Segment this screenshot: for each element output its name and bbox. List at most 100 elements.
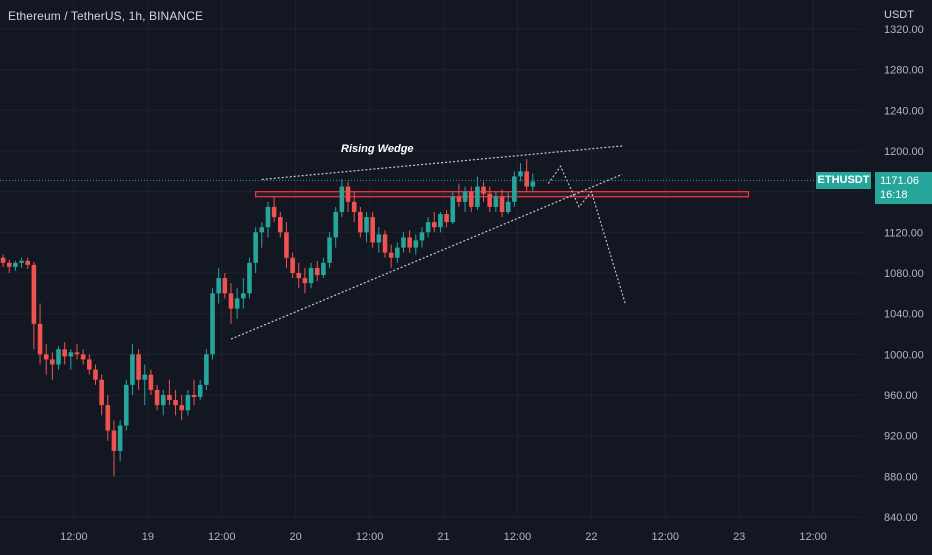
candle-body: [382, 234, 388, 253]
candle-body: [493, 196, 499, 207]
candle: [13, 260, 18, 271]
x-tick-label: 12:00: [799, 531, 827, 543]
y-tick-label: 1240.00: [884, 105, 924, 117]
currency-label: USDT: [884, 9, 914, 21]
candle-body: [259, 227, 265, 233]
candle: [345, 181, 351, 212]
candle-body: [99, 379, 104, 406]
candle-body: [247, 262, 252, 294]
y-tick-label: 1000.00: [884, 349, 924, 361]
candle: [358, 206, 363, 238]
candle-body: [314, 267, 320, 276]
candle-body: [253, 232, 258, 263]
candle-body: [216, 278, 221, 294]
candle-body: [351, 201, 357, 212]
y-tick-label: 1200.00: [884, 146, 924, 158]
candle-body: [123, 384, 129, 426]
y-tick-label: 1040.00: [884, 309, 924, 321]
bearish-projection-path: [547, 165, 626, 304]
candle-body: [284, 232, 289, 258]
candle-body: [68, 352, 74, 357]
grid-horizontal: [0, 28, 862, 518]
candle-body: [302, 278, 308, 284]
candle: [142, 364, 148, 406]
candle: [518, 163, 523, 182]
candle-body: [185, 395, 191, 411]
candle: [505, 191, 511, 215]
candle: [431, 212, 437, 233]
candle-body: [450, 196, 456, 223]
wedge-lower-line: [230, 173, 623, 340]
candle: [296, 262, 302, 289]
candle: [111, 420, 117, 477]
candle: [173, 389, 178, 416]
candle: [80, 349, 86, 365]
symbol-badge: ETHUSDT: [816, 172, 871, 189]
candle-body: [524, 171, 529, 187]
candle-body: [431, 222, 437, 228]
candle-body: [222, 278, 228, 294]
candle-body: [462, 191, 468, 202]
candle-body: [345, 186, 351, 202]
candle-body: [74, 352, 80, 355]
candle: [499, 189, 505, 218]
time-axis: 12:00 19 12:00 20 12:00 21 12:00 22 12:00 23 12:00: [60, 531, 827, 543]
candle: [351, 191, 357, 223]
candle: [376, 227, 382, 253]
candle: [425, 217, 431, 238]
x-tick-label: 19: [142, 531, 154, 543]
candle-body: [401, 237, 406, 248]
candle-body: [321, 262, 326, 276]
candle-body: [487, 193, 493, 207]
last-price-badge: 1171.06 16:18: [875, 172, 932, 204]
y-tick-label: 1120.00: [884, 227, 923, 239]
candle-body: [456, 196, 462, 202]
candle: [136, 349, 141, 390]
x-tick-label: 12:00: [504, 531, 532, 543]
candle: [395, 242, 400, 263]
candle-body: [191, 395, 197, 398]
candle: [259, 222, 265, 248]
candle-body: [105, 405, 111, 431]
candle-body: [265, 206, 271, 228]
candle: [468, 186, 474, 212]
candle: [401, 232, 406, 253]
candle: [364, 212, 369, 243]
candle: [179, 395, 185, 421]
x-tick-label: 21: [437, 531, 449, 543]
candle: [253, 227, 258, 273]
candle: [271, 196, 277, 223]
candle-body: [25, 260, 31, 265]
candle: [160, 389, 166, 416]
candle: [25, 257, 31, 269]
wedge-upper-line: [261, 145, 623, 181]
candle-body: [160, 395, 166, 406]
candle-body: [376, 234, 382, 243]
candle-body: [43, 354, 49, 360]
candle: [154, 384, 160, 411]
candle-body: [31, 264, 37, 324]
candle-body: [339, 186, 345, 212]
candle: [333, 206, 339, 248]
candle: [56, 346, 61, 370]
candle: [123, 379, 129, 431]
candle-body: [499, 196, 505, 212]
y-tick-label: 880.00: [884, 471, 918, 483]
candle: [388, 244, 394, 268]
candle-body: [142, 374, 148, 380]
candle: [382, 230, 388, 258]
candle-body: [197, 384, 203, 398]
candle: [475, 176, 480, 210]
candle-body: [475, 186, 480, 207]
candle-body: [327, 237, 332, 263]
candle-body: [117, 425, 123, 451]
candle-body: [228, 293, 234, 309]
candle: [93, 364, 98, 385]
candle: [512, 171, 517, 207]
candle: [74, 344, 80, 360]
trendlines: [230, 145, 626, 340]
candle-body: [234, 298, 240, 309]
candle-body: [62, 349, 67, 357]
